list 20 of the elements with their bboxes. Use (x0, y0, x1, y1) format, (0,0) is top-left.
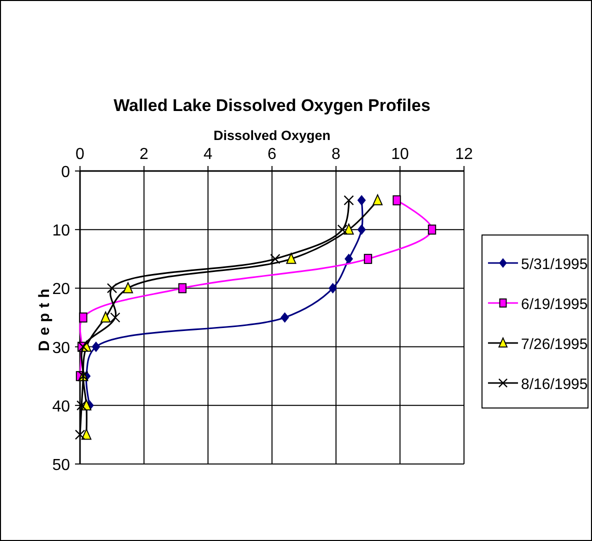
y-tick-label: 50 (52, 457, 70, 474)
x-tick-label: 12 (455, 146, 473, 163)
x-tick-label: 6 (268, 146, 277, 163)
y-axis-title: Depth (36, 284, 53, 352)
chart-title: Walled Lake Dissolved Oxygen Profiles (114, 96, 430, 115)
legend-label: 7/26/1995 (521, 336, 588, 353)
y-tick-label: 30 (52, 340, 70, 357)
y-tick-label: 20 (52, 281, 70, 298)
y-tick-label: 0 (61, 164, 70, 181)
x-tick-label: 2 (140, 146, 149, 163)
x-tick-label: 0 (76, 146, 85, 163)
x-tick-label: 10 (391, 146, 409, 163)
x-tick-label: 8 (332, 146, 341, 163)
legend-label: 5/31/1995 (521, 256, 588, 273)
y-tick-label: 10 (52, 222, 70, 240)
legend-label: 8/16/1995 (521, 376, 588, 393)
x-tick-label: 4 (204, 146, 213, 163)
y-tick-label: 40 (52, 398, 70, 416)
x-axis-title: Dissolved Oxygen (213, 128, 331, 143)
legend-label: 6/19/1995 (521, 296, 588, 313)
